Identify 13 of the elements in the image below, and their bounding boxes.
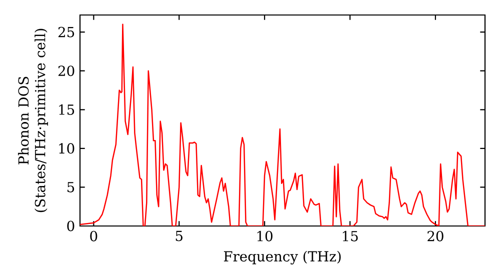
- x-tick-label: 0: [90, 230, 98, 242]
- y-tick-label: 20: [58, 66, 74, 76]
- y-tick-label: 25: [58, 26, 74, 38]
- x-tick-label: 15: [342, 230, 358, 242]
- x-tick-label: 20: [428, 230, 444, 242]
- y-tick-label: 10: [59, 143, 74, 154]
- x-tick-label: 10: [257, 230, 272, 242]
- y-tick-label: 15: [59, 104, 74, 115]
- y-axis-title: Phonon DOS (States/THz·primitive cell): [18, 28, 48, 212]
- y-tick-label: 0: [67, 220, 74, 232]
- y-tick-label: 5: [67, 182, 74, 192]
- x-axis-title: Frequency (THz): [224, 250, 341, 264]
- x-tick-label: 5: [176, 230, 182, 242]
